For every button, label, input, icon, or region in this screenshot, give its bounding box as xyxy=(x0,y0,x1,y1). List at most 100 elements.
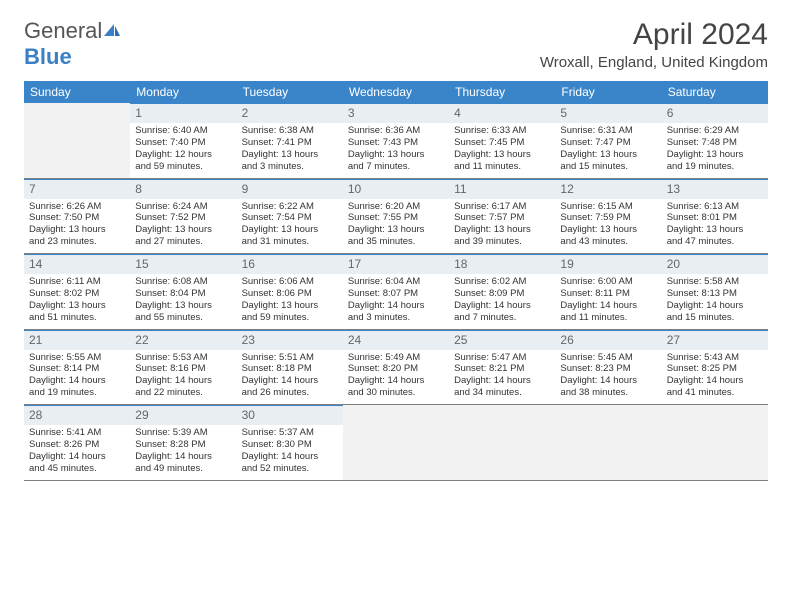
logo: General Blue xyxy=(24,18,122,70)
day-cell: 10Sunrise: 6:20 AMSunset: 7:55 PMDayligh… xyxy=(343,179,449,254)
day-sunrise: Sunrise: 5:47 AM xyxy=(454,352,550,364)
weekday-header: Saturday xyxy=(662,81,768,103)
day-sunrise: Sunrise: 5:49 AM xyxy=(348,352,444,364)
day-daylight2: and 55 minutes. xyxy=(135,312,231,324)
day-number: 9 xyxy=(237,179,343,199)
day-daylight1: Daylight: 13 hours xyxy=(29,300,125,312)
day-number: 17 xyxy=(343,254,449,274)
day-sunrise: Sunrise: 6:06 AM xyxy=(242,276,338,288)
day-number: 23 xyxy=(237,330,343,350)
day-number: 8 xyxy=(130,179,236,199)
day-daylight2: and 31 minutes. xyxy=(242,236,338,248)
day-sunrise: Sunrise: 6:17 AM xyxy=(454,201,550,213)
day-daylight1: Daylight: 14 hours xyxy=(667,375,763,387)
day-sunrise: Sunrise: 6:08 AM xyxy=(135,276,231,288)
day-number: 10 xyxy=(343,179,449,199)
empty-cell xyxy=(662,405,768,480)
day-sunrise: Sunrise: 6:00 AM xyxy=(560,276,656,288)
day-sunrise: Sunrise: 6:31 AM xyxy=(560,125,656,137)
day-cell: 22Sunrise: 5:53 AMSunset: 8:16 PMDayligh… xyxy=(130,330,236,405)
day-sunset: Sunset: 7:41 PM xyxy=(242,137,338,149)
day-cell: 14Sunrise: 6:11 AMSunset: 8:02 PMDayligh… xyxy=(24,254,130,329)
day-number: 5 xyxy=(555,103,661,123)
day-daylight1: Daylight: 13 hours xyxy=(348,224,444,236)
weeks-container: 1Sunrise: 6:40 AMSunset: 7:40 PMDaylight… xyxy=(24,103,768,481)
day-sunrise: Sunrise: 6:36 AM xyxy=(348,125,444,137)
empty-cell xyxy=(555,405,661,480)
day-cell: 20Sunrise: 5:58 AMSunset: 8:13 PMDayligh… xyxy=(662,254,768,329)
day-sunset: Sunset: 8:16 PM xyxy=(135,363,231,375)
day-daylight2: and 23 minutes. xyxy=(29,236,125,248)
day-number: 12 xyxy=(555,179,661,199)
day-number: 19 xyxy=(555,254,661,274)
day-sunset: Sunset: 8:20 PM xyxy=(348,363,444,375)
day-daylight1: Daylight: 14 hours xyxy=(242,375,338,387)
week-row: 7Sunrise: 6:26 AMSunset: 7:50 PMDaylight… xyxy=(24,179,768,255)
day-sunset: Sunset: 8:14 PM xyxy=(29,363,125,375)
day-number: 6 xyxy=(662,103,768,123)
day-cell: 7Sunrise: 6:26 AMSunset: 7:50 PMDaylight… xyxy=(24,179,130,254)
day-sunset: Sunset: 7:57 PM xyxy=(454,212,550,224)
day-sunset: Sunset: 7:43 PM xyxy=(348,137,444,149)
weekday-header: Sunday xyxy=(24,81,130,103)
day-daylight1: Daylight: 13 hours xyxy=(348,149,444,161)
day-daylight2: and 3 minutes. xyxy=(242,161,338,173)
day-sunset: Sunset: 8:11 PM xyxy=(560,288,656,300)
day-daylight1: Daylight: 13 hours xyxy=(667,149,763,161)
day-sunset: Sunset: 7:59 PM xyxy=(560,212,656,224)
day-daylight2: and 43 minutes. xyxy=(560,236,656,248)
day-daylight2: and 15 minutes. xyxy=(560,161,656,173)
day-number: 25 xyxy=(449,330,555,350)
day-daylight2: and 59 minutes. xyxy=(242,312,338,324)
day-cell: 19Sunrise: 6:00 AMSunset: 8:11 PMDayligh… xyxy=(555,254,661,329)
day-number: 15 xyxy=(130,254,236,274)
day-number: 14 xyxy=(24,254,130,274)
day-sunrise: Sunrise: 6:29 AM xyxy=(667,125,763,137)
empty-cell xyxy=(343,405,449,480)
day-daylight2: and 51 minutes. xyxy=(29,312,125,324)
empty-cell xyxy=(449,405,555,480)
day-daylight2: and 15 minutes. xyxy=(667,312,763,324)
day-number: 3 xyxy=(343,103,449,123)
day-sunset: Sunset: 8:28 PM xyxy=(135,439,231,451)
day-number: 27 xyxy=(662,330,768,350)
weekday-header: Thursday xyxy=(449,81,555,103)
day-cell: 18Sunrise: 6:02 AMSunset: 8:09 PMDayligh… xyxy=(449,254,555,329)
day-daylight2: and 27 minutes. xyxy=(135,236,231,248)
calendar: SundayMondayTuesdayWednesdayThursdayFrid… xyxy=(24,81,768,481)
day-sunset: Sunset: 8:06 PM xyxy=(242,288,338,300)
day-number: 13 xyxy=(662,179,768,199)
day-daylight2: and 26 minutes. xyxy=(242,387,338,399)
day-sunrise: Sunrise: 6:15 AM xyxy=(560,201,656,213)
day-daylight1: Daylight: 13 hours xyxy=(242,149,338,161)
day-sunset: Sunset: 7:52 PM xyxy=(135,212,231,224)
week-row: 14Sunrise: 6:11 AMSunset: 8:02 PMDayligh… xyxy=(24,254,768,330)
day-daylight2: and 47 minutes. xyxy=(667,236,763,248)
day-cell: 1Sunrise: 6:40 AMSunset: 7:40 PMDaylight… xyxy=(130,103,236,178)
day-number: 4 xyxy=(449,103,555,123)
day-cell: 4Sunrise: 6:33 AMSunset: 7:45 PMDaylight… xyxy=(449,103,555,178)
day-cell: 2 Sunrise: 6:38 AMSunset: 7:41 PMDaylight… xyxy=(237,103,343,178)
day-daylight2: and 41 minutes. xyxy=(667,387,763,399)
day-daylight2: and 3 minutes. xyxy=(348,312,444,324)
day-daylight2: and 22 minutes. xyxy=(135,387,231,399)
day-sunrise: Sunrise: 6:38 AM xyxy=(242,125,338,137)
day-number: 29 xyxy=(130,405,236,425)
day-cell: 23Sunrise: 5:51 AMSunset: 8:18 PMDayligh… xyxy=(237,330,343,405)
day-daylight1: Daylight: 14 hours xyxy=(454,375,550,387)
day-sunrise: Sunrise: 5:41 AM xyxy=(29,427,125,439)
day-sunrise: Sunrise: 6:20 AM xyxy=(348,201,444,213)
day-daylight1: Daylight: 14 hours xyxy=(29,375,125,387)
week-row: 28Sunrise: 5:41 AMSunset: 8:26 PMDayligh… xyxy=(24,405,768,481)
day-sunrise: Sunrise: 6:13 AM xyxy=(667,201,763,213)
day-cell: 30Sunrise: 5:37 AMSunset: 8:30 PMDayligh… xyxy=(237,405,343,480)
day-daylight2: and 35 minutes. xyxy=(348,236,444,248)
day-number: 21 xyxy=(24,330,130,350)
day-daylight1: Daylight: 13 hours xyxy=(242,300,338,312)
day-sunset: Sunset: 8:30 PM xyxy=(242,439,338,451)
day-daylight2: and 11 minutes. xyxy=(560,312,656,324)
day-cell: 3 Sunrise: 6:36 AMSunset: 7:43 PMDaylight… xyxy=(343,103,449,178)
day-number: 2 xyxy=(237,103,343,123)
day-cell: 16Sunrise: 6:06 AMSunset: 8:06 PMDayligh… xyxy=(237,254,343,329)
day-cell: 29Sunrise: 5:39 AMSunset: 8:28 PMDayligh… xyxy=(130,405,236,480)
